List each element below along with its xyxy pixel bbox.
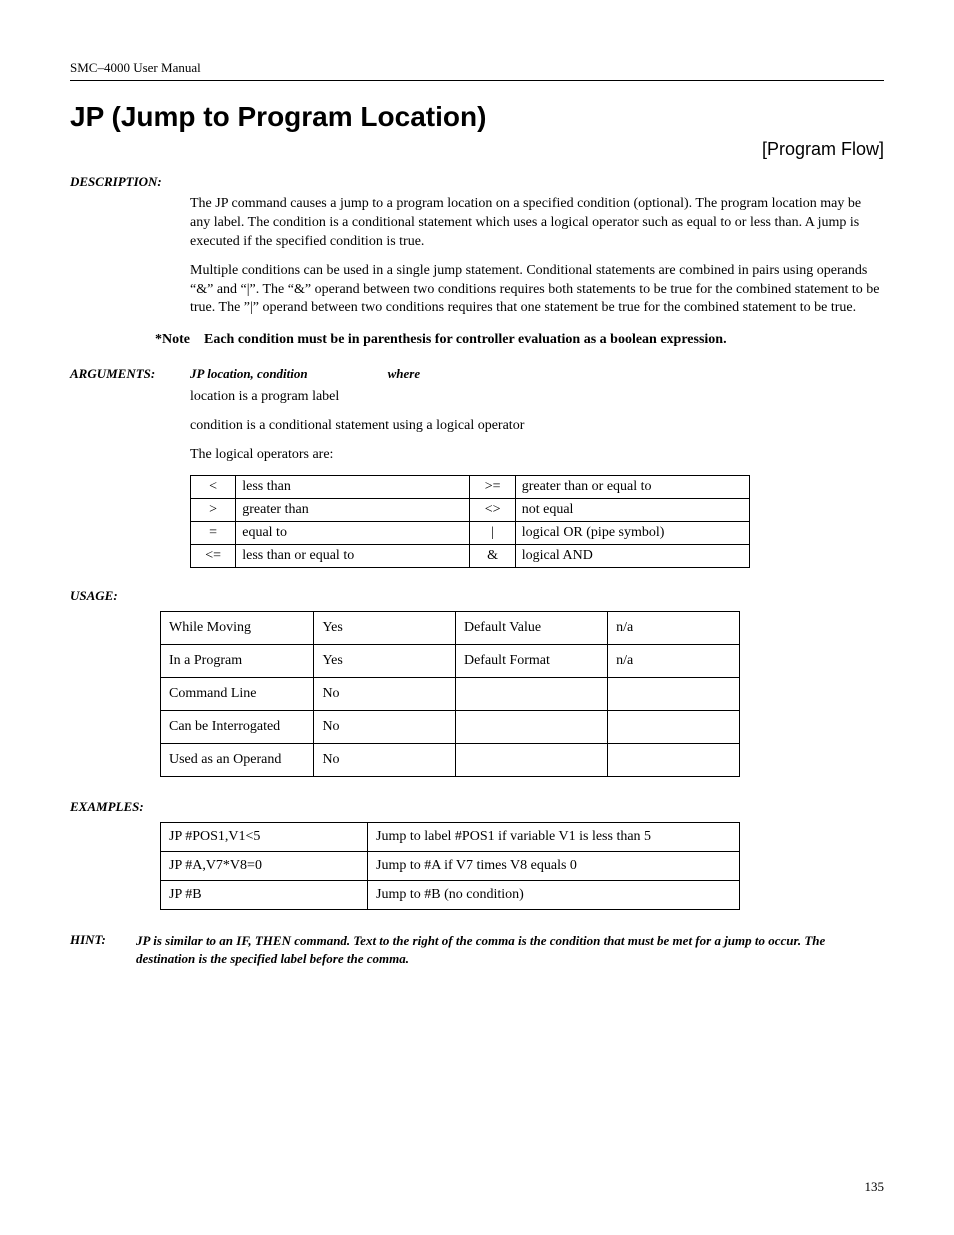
table-row: While MovingYesDefault Valuen/a	[161, 612, 740, 645]
table-row: <=less than or equal to&logical AND	[191, 545, 750, 568]
hint-block: HINT: JP is similar to an IF, THEN comma…	[70, 932, 884, 968]
hint-text: JP is similar to an IF, THEN command. Te…	[130, 932, 884, 968]
usage-table: While MovingYesDefault Valuen/aIn a Prog…	[160, 611, 740, 777]
operator-symbol: <>	[470, 499, 515, 522]
usage-cell: Used as an Operand	[161, 744, 314, 777]
arguments-where: where	[388, 366, 421, 382]
operator-desc: logical AND	[515, 545, 749, 568]
examples-label: EXAMPLES:	[70, 799, 144, 814]
operator-symbol: >=	[470, 476, 515, 499]
table-row: Command LineNo	[161, 678, 740, 711]
usage-cell: n/a	[608, 612, 740, 645]
usage-cell: Yes	[314, 612, 456, 645]
usage-cell	[455, 711, 607, 744]
operators-table: <less than>=greater than or equal to>gre…	[190, 475, 750, 568]
operator-desc: greater than or equal to	[515, 476, 749, 499]
description-label: DESCRIPTION:	[70, 174, 162, 189]
operator-symbol: <	[191, 476, 236, 499]
operator-desc: not equal	[515, 499, 749, 522]
examples-table: JP #POS1,V1<5Jump to label #POS1 if vari…	[160, 822, 740, 910]
usage-cell	[455, 744, 607, 777]
arguments-block: location is a program label condition is…	[190, 388, 884, 568]
example-command: JP #POS1,V1<5	[161, 823, 368, 852]
example-desc: Jump to #A if V7 times V8 equals 0	[368, 852, 740, 881]
command-title: JP (Jump to Program Location)	[70, 101, 884, 133]
table-row: In a ProgramYesDefault Formatn/a	[161, 645, 740, 678]
table-row: Used as an OperandNo	[161, 744, 740, 777]
operator-desc: equal to	[236, 522, 470, 545]
usage-label: USAGE:	[70, 588, 118, 603]
table-row: JP #BJump to #B (no condition)	[161, 881, 740, 910]
usage-cell	[608, 678, 740, 711]
usage-cell: No	[314, 744, 456, 777]
arguments-line: The logical operators are:	[190, 446, 884, 465]
note-text: Each condition must be in parenthesis fo…	[204, 332, 884, 348]
example-desc: Jump to label #POS1 if variable V1 is le…	[368, 823, 740, 852]
operator-desc: greater than	[236, 499, 470, 522]
operator-desc: less than	[236, 476, 470, 499]
table-row: JP #A,V7*V8=0Jump to #A if V7 times V8 e…	[161, 852, 740, 881]
note-block: *Note Each condition must be in parenthe…	[70, 332, 884, 348]
operator-symbol: >	[191, 499, 236, 522]
operator-symbol: <=	[191, 545, 236, 568]
usage-cell: Default Format	[455, 645, 607, 678]
table-row: <less than>=greater than or equal to	[191, 476, 750, 499]
operator-symbol: =	[191, 522, 236, 545]
arguments-header: ARGUMENTS: JP location, condition where	[70, 366, 884, 382]
operator-symbol: &	[470, 545, 515, 568]
arguments-line: location is a program label	[190, 388, 884, 407]
description-paragraph: The JP command causes a jump to a progra…	[190, 195, 884, 252]
usage-cell: Yes	[314, 645, 456, 678]
usage-cell: Default Value	[455, 612, 607, 645]
operator-symbol: |	[470, 522, 515, 545]
description-block: The JP command causes a jump to a progra…	[190, 195, 884, 318]
table-row: >greater than<>not equal	[191, 499, 750, 522]
command-category: [Program Flow]	[70, 139, 884, 160]
arguments-syntax: JP location, condition	[190, 366, 308, 382]
example-command: JP #B	[161, 881, 368, 910]
usage-cell: n/a	[608, 645, 740, 678]
table-row: JP #POS1,V1<5Jump to label #POS1 if vari…	[161, 823, 740, 852]
note-label: *Note	[130, 332, 204, 348]
page-number: 135	[865, 1179, 885, 1195]
page: SMC–4000 User Manual JP (Jump to Program…	[0, 0, 954, 1235]
usage-cell	[608, 711, 740, 744]
table-row: =equal to|logical OR (pipe symbol)	[191, 522, 750, 545]
operator-desc: logical OR (pipe symbol)	[515, 522, 749, 545]
usage-cell: While Moving	[161, 612, 314, 645]
usage-cell: Command Line	[161, 678, 314, 711]
operator-desc: less than or equal to	[236, 545, 470, 568]
arguments-line: condition is a conditional statement usi…	[190, 417, 884, 436]
usage-cell: No	[314, 711, 456, 744]
usage-cell	[608, 744, 740, 777]
example-command: JP #A,V7*V8=0	[161, 852, 368, 881]
usage-cell: In a Program	[161, 645, 314, 678]
arguments-label: ARGUMENTS:	[70, 366, 190, 382]
usage-cell	[455, 678, 607, 711]
description-paragraph: Multiple conditions can be used in a sin…	[190, 262, 884, 319]
table-row: Can be InterrogatedNo	[161, 711, 740, 744]
usage-cell: No	[314, 678, 456, 711]
header-manual-title: SMC–4000 User Manual	[70, 60, 884, 81]
example-desc: Jump to #B (no condition)	[368, 881, 740, 910]
usage-cell: Can be Interrogated	[161, 711, 314, 744]
hint-label: HINT:	[70, 932, 130, 968]
